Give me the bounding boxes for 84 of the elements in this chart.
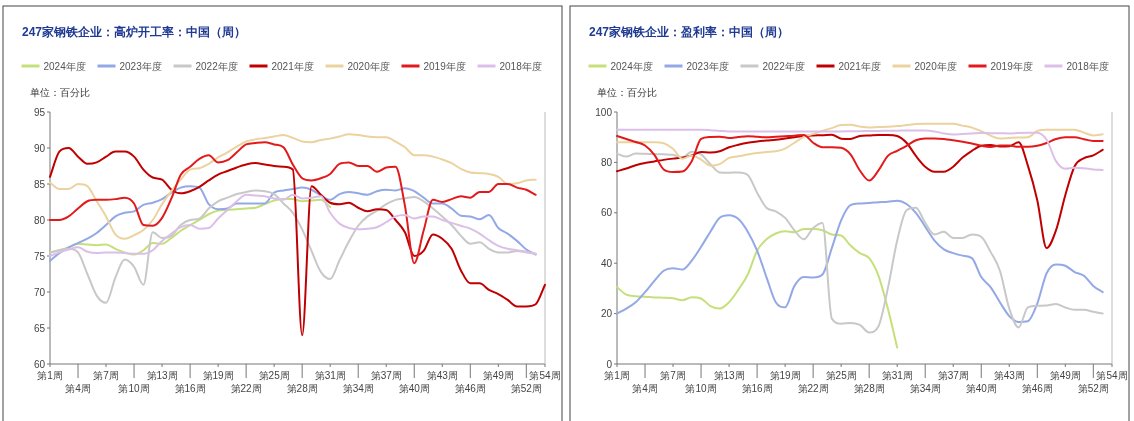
legend-item: 2020年度 bbox=[325, 60, 390, 72]
legend-label: 2023年度 bbox=[119, 60, 162, 72]
xtick: 第49周 bbox=[1049, 370, 1081, 381]
xtick: 第43周 bbox=[426, 370, 458, 381]
xtick: 第43周 bbox=[993, 370, 1025, 381]
xtick: 第1周 bbox=[604, 370, 630, 381]
legend-label: 2024年度 bbox=[43, 60, 86, 72]
ytick: 65 bbox=[33, 322, 45, 334]
xtick: 第46周 bbox=[1021, 383, 1053, 394]
xtick: 第7周 bbox=[660, 370, 686, 381]
legend-label: 2020年度 bbox=[914, 60, 957, 72]
ytick: 40 bbox=[600, 257, 612, 269]
legend-label: 2021年度 bbox=[271, 60, 314, 72]
legend-label: 2020年度 bbox=[347, 60, 390, 72]
xtick: 第19周 bbox=[769, 370, 801, 381]
annotation: 单位：百分比 bbox=[597, 87, 657, 98]
legend-item: 2023年度 bbox=[97, 60, 162, 72]
xtick: 第52周 bbox=[1077, 383, 1109, 394]
xtick: 第1周 bbox=[37, 370, 63, 381]
ytick: 90 bbox=[33, 142, 45, 154]
legend-label: 2019年度 bbox=[990, 60, 1033, 72]
ytick: 80 bbox=[600, 156, 612, 168]
xtick: 第10周 bbox=[685, 383, 717, 394]
ytick: 60 bbox=[33, 358, 45, 370]
xtick: 第46周 bbox=[454, 383, 486, 394]
xtick: 第4周 bbox=[65, 383, 91, 394]
ytick: 70 bbox=[33, 286, 45, 298]
legend-label: 2022年度 bbox=[762, 60, 805, 72]
xtick: 第19周 bbox=[202, 370, 234, 381]
xtick: 第31周 bbox=[881, 370, 913, 381]
legend-item: 2020年度 bbox=[892, 60, 957, 72]
xtick: 第49周 bbox=[482, 370, 514, 381]
xtick: 第13周 bbox=[713, 370, 745, 381]
legend-label: 2024年度 bbox=[610, 60, 653, 72]
legend-label: 2023年度 bbox=[686, 60, 729, 72]
annotation: 单位：百分比 bbox=[30, 87, 90, 98]
xtick: 第37周 bbox=[937, 370, 969, 381]
ytick: 60 bbox=[600, 207, 612, 219]
title: 247家钢铁企业：高炉开工率：中国（周） bbox=[22, 25, 247, 39]
xtick: 第4周 bbox=[632, 383, 658, 394]
xtick: 第7周 bbox=[93, 370, 119, 381]
ytick: 95 bbox=[33, 106, 45, 118]
xtick: 第16周 bbox=[174, 383, 206, 394]
xtick: 第54周 bbox=[1096, 370, 1128, 381]
legend-item: 2024年度 bbox=[588, 60, 653, 72]
xtick: 第25周 bbox=[258, 370, 290, 381]
ytick: 20 bbox=[600, 308, 612, 320]
xtick: 第40周 bbox=[965, 383, 997, 394]
legend-item: 2021年度 bbox=[249, 60, 314, 72]
ytick: 100 bbox=[595, 106, 612, 118]
ytick: 80 bbox=[33, 214, 45, 226]
xtick: 第31周 bbox=[314, 370, 346, 381]
legend-item: 2019年度 bbox=[968, 60, 1033, 72]
legend-item: 2022年度 bbox=[173, 60, 238, 72]
title: 247家钢铁企业：盈利率：中国（周） bbox=[589, 25, 790, 39]
xtick: 第28周 bbox=[286, 383, 318, 394]
legend-item: 2018年度 bbox=[477, 60, 542, 72]
xtick: 第22周 bbox=[230, 383, 262, 394]
xtick: 第16周 bbox=[741, 383, 773, 394]
legend-item: 2024年度 bbox=[21, 60, 86, 72]
legend-label: 2018年度 bbox=[1066, 60, 1109, 72]
legend-item: 2019年度 bbox=[401, 60, 466, 72]
xtick: 第13周 bbox=[146, 370, 178, 381]
xtick: 第10周 bbox=[118, 383, 150, 394]
xtick: 第25周 bbox=[825, 370, 857, 381]
xtick: 第37周 bbox=[370, 370, 402, 381]
legend-item: 2021年度 bbox=[816, 60, 881, 72]
xtick: 第40周 bbox=[398, 383, 430, 394]
legend-label: 2021年度 bbox=[838, 60, 881, 72]
ytick: 85 bbox=[33, 178, 45, 190]
legend-item: 2022年度 bbox=[740, 60, 805, 72]
legend-label: 2018年度 bbox=[499, 60, 542, 72]
xtick: 第22周 bbox=[797, 383, 829, 394]
xtick: 第52周 bbox=[510, 383, 542, 394]
legend-label: 2022年度 bbox=[195, 60, 238, 72]
legend-label: 2019年度 bbox=[423, 60, 466, 72]
xtick: 第34周 bbox=[909, 383, 941, 394]
ytick: 75 bbox=[33, 250, 45, 262]
legend-item: 2018年度 bbox=[1044, 60, 1109, 72]
xtick: 第54周 bbox=[529, 370, 561, 381]
xtick: 第28周 bbox=[853, 383, 885, 394]
ytick: 0 bbox=[606, 358, 612, 370]
legend-item: 2023年度 bbox=[664, 60, 729, 72]
xtick: 第34周 bbox=[342, 383, 374, 394]
